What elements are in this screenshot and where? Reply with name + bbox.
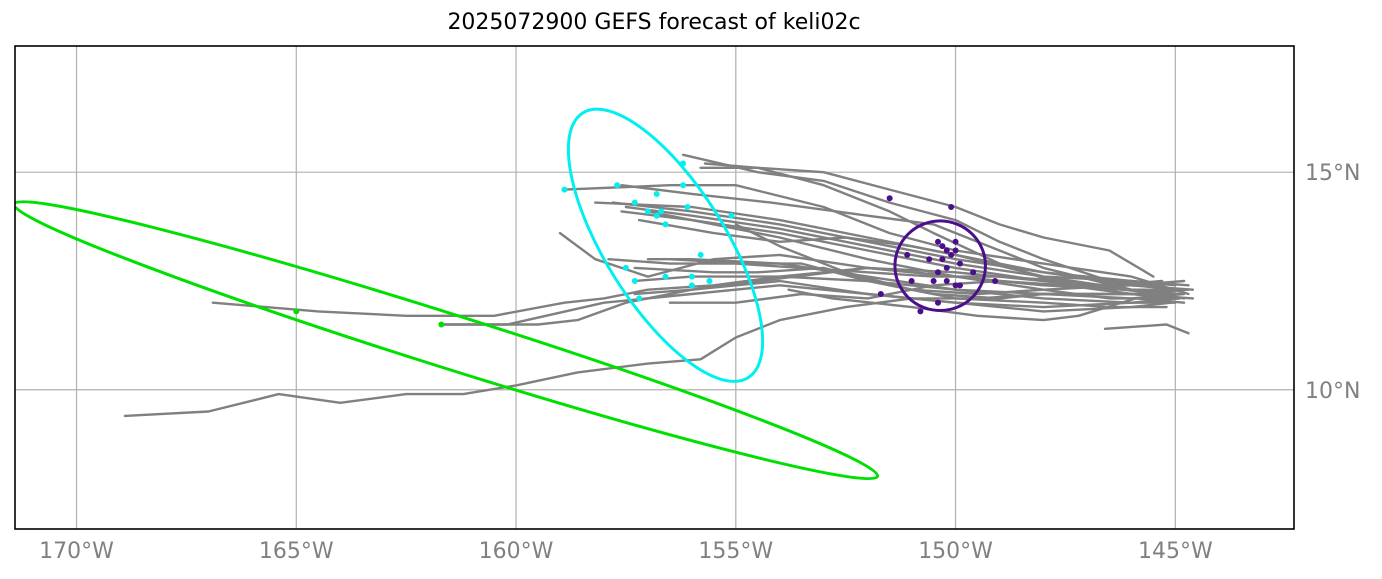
ensemble-track (734, 223, 1195, 296)
cyan-position-point (688, 282, 695, 289)
green-ellipse (15, 200, 880, 481)
purple-position-point (877, 291, 884, 298)
ensemble-track (558, 231, 1164, 287)
cyan-position-point (688, 273, 695, 280)
cyan-position-point (706, 277, 713, 284)
ensemble-track (1103, 323, 1190, 335)
uncertainty-ellipses (15, 107, 987, 481)
cyan-ellipse (566, 107, 765, 383)
purple-position-point (886, 195, 893, 202)
purple-position-point (943, 264, 950, 271)
purple-position-point (952, 282, 959, 289)
cyan-position-point (662, 273, 669, 280)
cyan-position-point (653, 190, 660, 197)
purple-position-point (934, 299, 941, 306)
cyan-position-point (561, 186, 568, 193)
cyan-position-point (684, 204, 691, 210)
cyan-position-point (697, 251, 704, 258)
cyan-position-point (658, 208, 665, 215)
cyan-position-point (662, 221, 669, 228)
ensemble-track (699, 166, 1195, 300)
cyan-position-point (728, 212, 735, 219)
lat-tick-label: 10°N (1305, 379, 1360, 404)
purple-position-point (956, 260, 963, 267)
ensemble-track (440, 284, 1173, 326)
purple-position-point (956, 282, 963, 289)
purple-position-point (943, 277, 950, 284)
purple-position-point (948, 251, 955, 258)
purple-position-point (939, 243, 946, 250)
cyan-position-point (644, 208, 651, 215)
lon-tick-label: 145°W (1138, 539, 1213, 564)
purple-position-point (970, 269, 977, 276)
green-position-point (438, 321, 445, 328)
purple-position-point (904, 251, 911, 258)
purple-position-point (992, 277, 999, 284)
map-title: 2025072900 GEFS forecast of keli02c (447, 10, 861, 35)
cyan-position-point (653, 212, 660, 219)
purple-position-point (952, 247, 959, 254)
ensemble-track (637, 218, 1177, 287)
lon-tick-label: 150°W (918, 539, 993, 564)
green-position-point (293, 308, 300, 315)
cyan-position-point (636, 295, 643, 302)
lon-tick-label: 160°W (479, 539, 554, 564)
ensemble-track (611, 201, 1186, 291)
cyan-position-point (622, 264, 629, 271)
purple-position-point (934, 238, 941, 245)
ensemble-track (123, 292, 1181, 418)
cyan-position-point (631, 199, 638, 206)
ensemble-track (620, 183, 1186, 300)
position-points (293, 160, 999, 328)
cyan-position-point (680, 160, 687, 167)
ensemble-track (633, 275, 1177, 304)
purple-position-point (908, 277, 915, 284)
purple-position-point (952, 238, 959, 245)
purple-position-point (948, 204, 955, 210)
ensemble-track (703, 162, 1155, 278)
ensemble-track (681, 153, 1164, 287)
purple-position-point (939, 256, 946, 263)
ensemble-track (563, 183, 1190, 296)
map-frame (14, 45, 1295, 530)
purple-position-point (943, 247, 950, 254)
cyan-position-point (614, 182, 621, 189)
lat-tick-label: 15°N (1305, 161, 1360, 186)
axis-tick-labels: 170°W 165°W 160°W 155°W 150°W 145°W 15°N 10°N (39, 161, 1360, 564)
ensemble-track (211, 266, 1173, 317)
cyan-position-point (631, 277, 638, 284)
lon-tick-label: 165°W (259, 539, 334, 564)
ensemble-track (787, 288, 1186, 322)
ensemble-track (440, 266, 1186, 326)
purple-ellipse (893, 219, 987, 313)
lon-tick-label: 170°W (39, 539, 114, 564)
lon-tick-label: 155°W (698, 539, 773, 564)
purple-position-point (917, 308, 924, 315)
purple-position-point (934, 269, 941, 276)
cyan-position-point (680, 182, 687, 189)
purple-position-point (930, 277, 937, 284)
purple-position-point (926, 256, 933, 263)
